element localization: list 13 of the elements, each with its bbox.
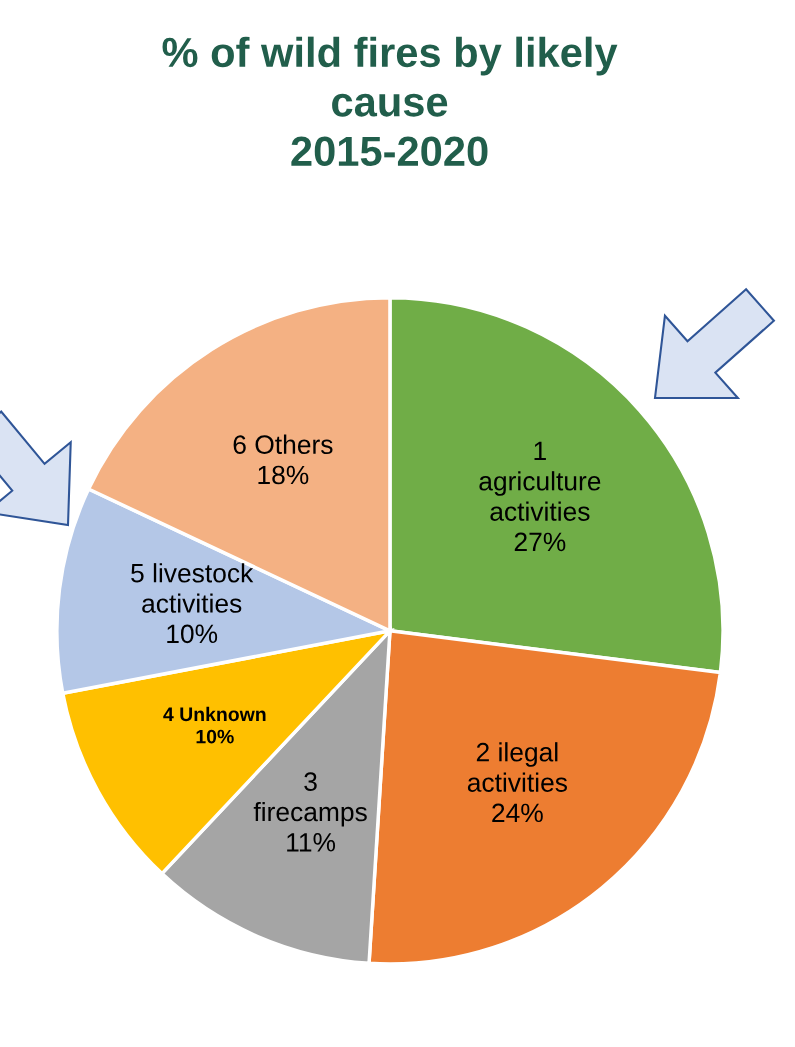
data-label: 11%: [287, 833, 336, 852]
slice-label: 2 ilegal activities: [467, 742, 567, 792]
slice-label: 1 agriculture activities: [479, 441, 601, 521]
chart-title: % of wild fires by likely cause 2015-2020: [162, 36, 618, 167]
slice-label: 4 Unknown: [163, 706, 266, 722]
slice-label: 6 Others: [233, 434, 333, 454]
data-label: 27%: [514, 532, 566, 552]
data-label: 10%: [196, 729, 234, 744]
data-label: 18%: [258, 465, 309, 485]
slice-label: 5 livestock activities: [131, 563, 254, 613]
slice-label: 3 firecamps: [253, 772, 367, 827]
data-label: 24%: [492, 803, 543, 823]
data-label: 10%: [167, 624, 218, 644]
